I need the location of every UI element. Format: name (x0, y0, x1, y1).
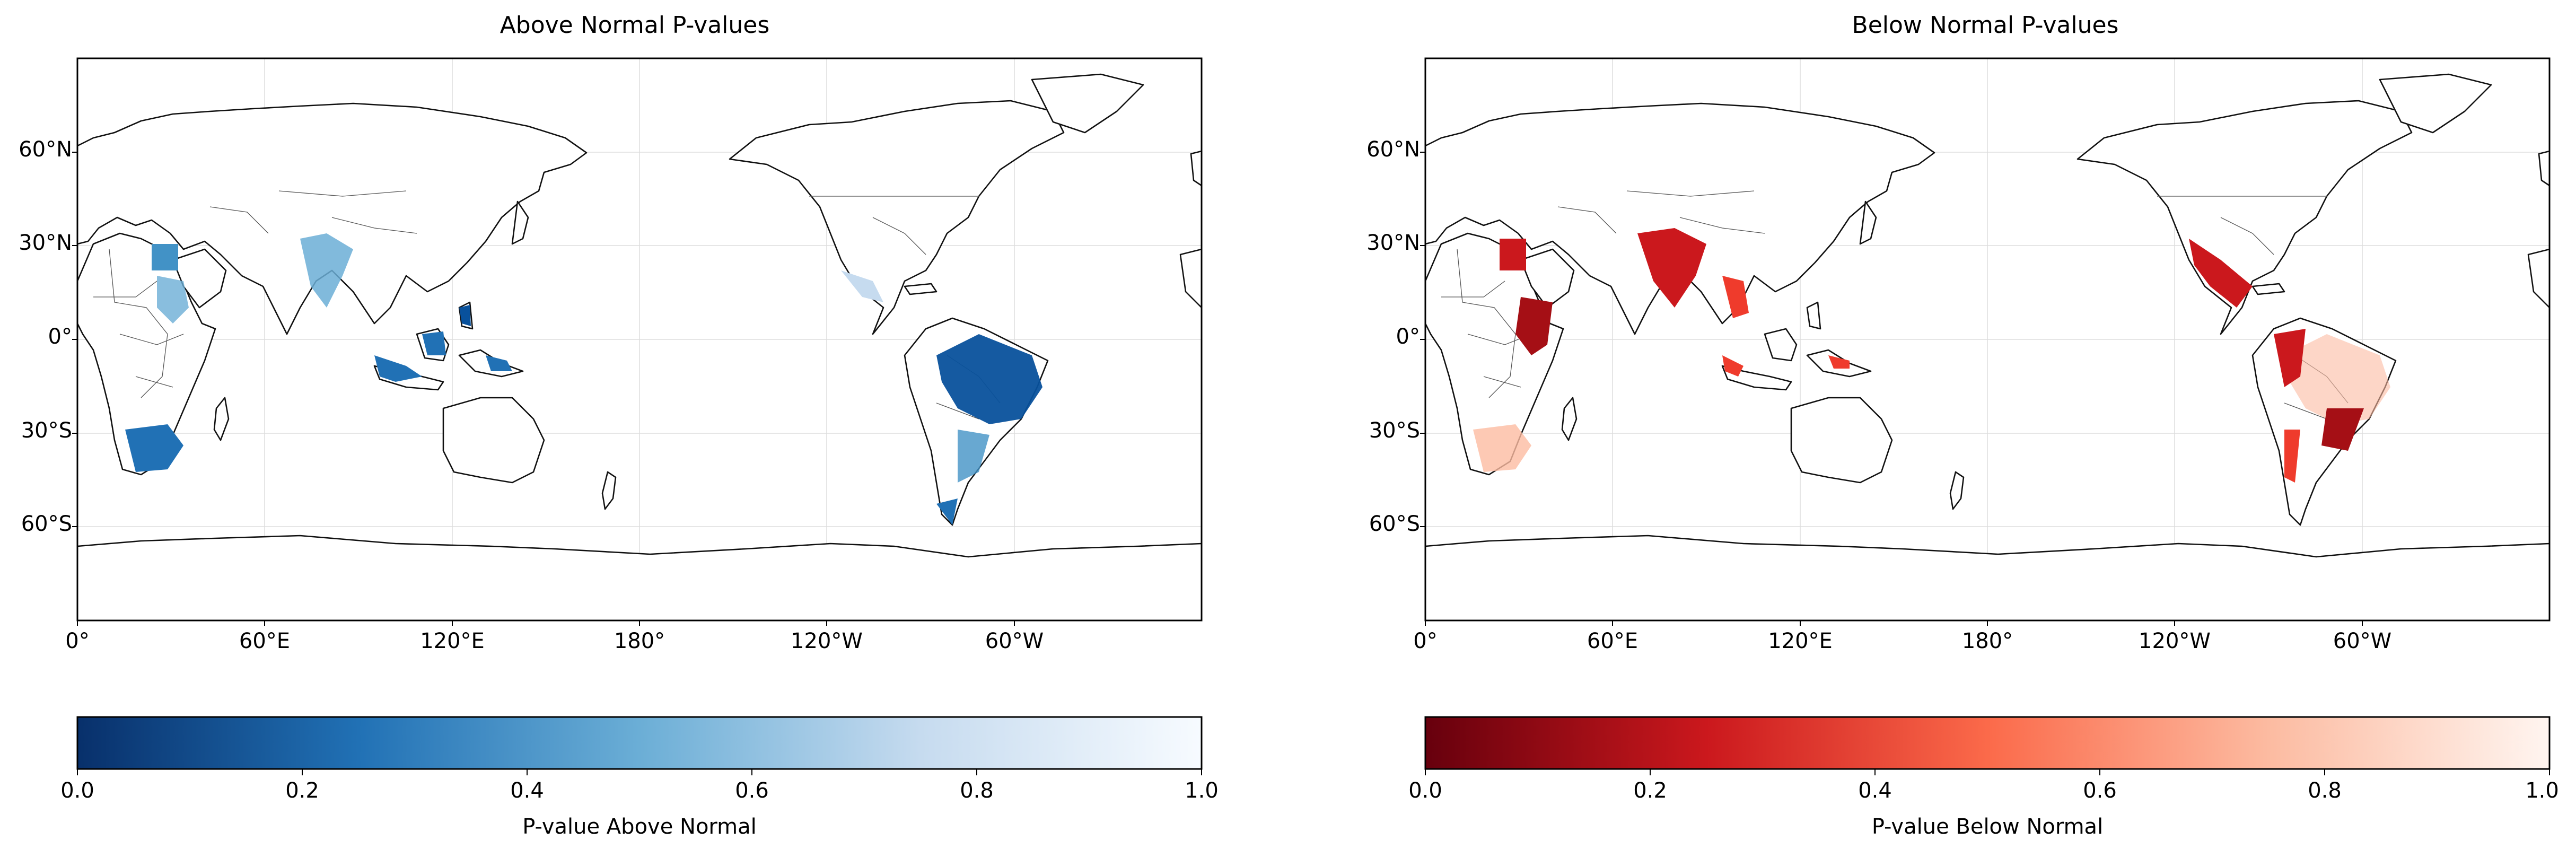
lon-label-60e: 60°E (239, 629, 290, 653)
lon-label-120e: 120°E (420, 629, 485, 653)
colorbar-tick: 0.2 (1633, 779, 1667, 803)
lon-label-120e: 120°E (1768, 629, 1833, 653)
lat-label-60s: 60°S (21, 512, 72, 536)
colorbar-tick: 0.0 (60, 779, 94, 803)
colorbar-tick: 0.8 (960, 779, 994, 803)
lat-label-0: 0° (1396, 325, 1420, 349)
colorbar-tick: 0.6 (2083, 779, 2117, 803)
lat-label-0: 0° (48, 325, 72, 349)
colorbar-label: P-value Above Normal (522, 815, 757, 839)
colorbar-label: P-value Below Normal (1872, 815, 2103, 839)
map-panel-below: 60°N 30°N 0° 30°S 60°S 0° 60°E 120°E 180… (1366, 57, 2551, 653)
colorbar-tick: 1.0 (1185, 779, 1219, 803)
lon-label-0: 0° (1413, 629, 1437, 653)
colorbar-tick: 0.6 (735, 779, 769, 803)
lat-label-60n: 60°N (19, 137, 72, 162)
lat-label-30n: 30°N (19, 231, 72, 255)
lat-label-30s: 30°S (1369, 418, 1420, 443)
colorbar-tick: 0.4 (1858, 779, 1892, 803)
map-ticks (72, 152, 1015, 626)
lat-label-60s: 60°S (1369, 512, 1420, 536)
map-ticks (1420, 152, 2363, 626)
colorbar-above: 0.0 0.2 0.4 0.6 0.8 1.0 P-value Above No… (60, 716, 1219, 839)
colorbar-tick: 0.2 (285, 779, 319, 803)
map-panel-above: 60°N 30°N 0° 30°S 60°S 0° 60°E 120°E 180… (19, 57, 1203, 653)
colorbar-tick: 0.0 (1408, 779, 1442, 803)
lon-label-180: 180° (614, 629, 665, 653)
colorbar-tick: 1.0 (2525, 779, 2559, 803)
colorbar-tick: 0.8 (2308, 779, 2342, 803)
colorbar-tick: 0.4 (510, 779, 544, 803)
panel-2-title: Below Normal P-values (1852, 12, 2119, 39)
pvalue-regions-above (125, 233, 1042, 525)
lon-label-120w: 120°W (2139, 629, 2211, 653)
lon-label-0: 0° (65, 629, 89, 653)
lat-label-30s: 30°S (21, 418, 72, 443)
lon-label-180: 180° (1962, 629, 2013, 653)
pvalue-regions-below (1473, 228, 2390, 483)
lon-label-60w: 60°W (2333, 629, 2391, 653)
panel-1-title: Above Normal P-values (500, 12, 770, 39)
colorbar-below: 0.0 0.2 0.4 0.6 0.8 1.0 P-value Below No… (1408, 716, 2559, 839)
lat-label-60n: 60°N (1366, 137, 1420, 162)
lon-label-60w: 60°W (985, 629, 1044, 653)
lon-label-60e: 60°E (1587, 629, 1638, 653)
lon-label-120w: 120°W (791, 629, 863, 653)
lat-label-30n: 30°N (1366, 231, 1420, 255)
